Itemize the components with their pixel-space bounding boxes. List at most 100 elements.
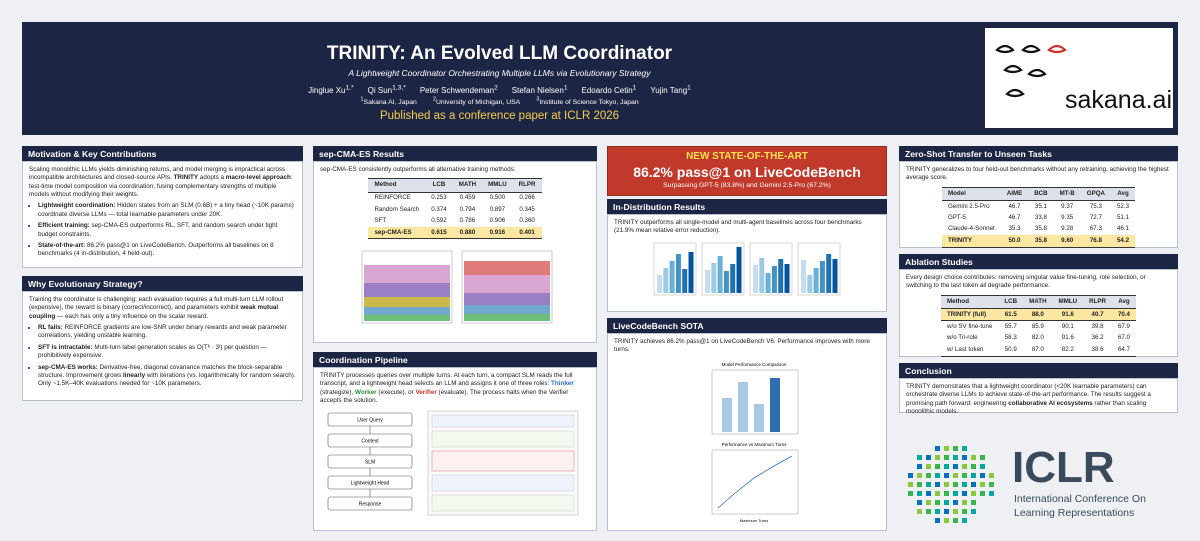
bar-graphic — [705, 269, 710, 293]
emphasis: Worker — [355, 388, 377, 396]
fish — [1021, 44, 1041, 54]
logo-dot — [935, 446, 940, 451]
flow-node-label: User Query — [357, 418, 383, 424]
logo-dot — [944, 446, 949, 451]
author-name: Peter Schwendeman — [419, 85, 495, 95]
bullet: Lightweight coordination: Hidden states … — [38, 202, 296, 219]
bar-graphic — [657, 274, 662, 293]
table-row: REINFORCE 0.253 0.459 0.500 0.266 — [368, 192, 541, 204]
emphasis: Thinker — [551, 380, 574, 388]
table-cell: 0.345 — [519, 205, 535, 213]
logo-dot — [926, 509, 931, 514]
table-row: Claude-4-Sonnet 35.3 35.8 9.28 67.3 46.1 — [942, 224, 1135, 235]
table: Method LCB MATH MMLU RLPR REINFORCE 0.253 0.459… — [368, 178, 542, 240]
transcript-turn — [431, 495, 575, 512]
table-cell: 70.4 — [1111, 308, 1136, 322]
author-sup: 1,* — [345, 84, 354, 91]
logo-dot — [989, 482, 994, 487]
bar-graphic — [807, 274, 813, 293]
section-heading: Ablation Studies — [899, 254, 1178, 269]
bullet-lead: SFT is intractable: — [38, 343, 93, 351]
bullet: sep-CMA-ES works: Derivative-free, diago… — [38, 364, 296, 389]
text-run: (evaluate). The process halts when the V… — [320, 388, 569, 405]
iclr-logo: ICLR International Conference On Learnin… — [900, 440, 1178, 532]
column-header: MMLU — [1052, 294, 1084, 309]
logo-dot — [908, 491, 913, 496]
table-cell: 39.8 — [1091, 323, 1104, 330]
logo-dot — [944, 509, 949, 514]
affiliation-name: University of Michigan, USA — [435, 98, 521, 106]
logo-dot — [917, 455, 922, 460]
table-header-row: Method LCB MATH MMLU RLPR — [368, 178, 542, 193]
table-cell: 35.8 — [1028, 235, 1054, 248]
section-heading: LiveCodeBench SOTA — [607, 318, 887, 333]
section-heading: Motivation & Key Contributions — [22, 146, 303, 161]
bullet-lead: Efficient training: — [38, 222, 90, 230]
table-cell: 76.8 — [1080, 235, 1111, 248]
table-cell: 54.2 — [1110, 235, 1136, 248]
bar-graphic — [711, 262, 717, 293]
table-cell: 0.374 — [431, 205, 447, 213]
paragraph: Scaling monolithic LLMs yields diminishi… — [29, 166, 296, 199]
logo-dot — [944, 473, 949, 478]
table-cell: Random Search — [374, 205, 420, 213]
bar-graphic — [736, 246, 742, 293]
column-header: LCB — [998, 294, 1024, 309]
sakana-logo: sakana.ai — [985, 28, 1173, 128]
table-cell: 88.0 — [1023, 308, 1053, 322]
bar-graphic — [832, 258, 838, 293]
bullet: Efficient training: sep-CMA-ES outperfor… — [38, 222, 296, 239]
column-header: GPQA — [1080, 186, 1111, 201]
logo-dot — [962, 491, 967, 496]
logo-dot — [962, 473, 967, 478]
text-run: rather than scaling monolithic models. — [906, 399, 1147, 416]
bar-graphic — [801, 259, 806, 293]
table-cell: 91.6 — [1052, 308, 1084, 322]
table-cell: 46.7 — [1008, 202, 1021, 210]
table-cell: REINFORCE — [374, 194, 411, 202]
text-run: REINFORCE gradients are low-SNR under bi… — [38, 324, 287, 340]
logo-dot — [935, 509, 940, 514]
text-run: adopts a — [198, 174, 226, 182]
section-body: TRINITY outperforms all single-model and… — [607, 214, 887, 312]
bar-graphic — [669, 260, 675, 293]
table-cell: 35.1 — [1034, 202, 1047, 210]
bar-graphic — [770, 377, 780, 432]
transcript-turn — [431, 451, 575, 472]
author: Qi Sun1,3,* — [368, 84, 406, 95]
transcript-turn — [431, 475, 575, 492]
logo-dot — [944, 482, 949, 487]
author-name: Jinglue Xu — [308, 85, 346, 95]
paragraph: TRINITY processes queries over multiple … — [320, 372, 590, 405]
table-cell: sep-CMA-ES — [368, 226, 426, 240]
table-cell: 0.592 — [431, 217, 447, 225]
logo-dot — [980, 491, 985, 496]
logo-dot — [935, 482, 940, 487]
bar-graphic — [688, 251, 694, 293]
bar-graphic — [722, 397, 732, 432]
logo-dot — [953, 518, 958, 523]
table-cell: TRINITY — [941, 235, 1001, 248]
bullet: RL fails: REINFORCE gradients are low-SN… — [38, 324, 296, 341]
section-body: TRINITY achieves 86.2% pass@1 on LiveCod… — [607, 333, 887, 531]
table-row: TRINITY 50.0 35.8 9.60 76.8 54.2 — [941, 235, 1136, 248]
table: Model AIME BCB MT-B GPQA Avg Gemini 2.5-Pro 46.… — [941, 186, 1136, 248]
author-name: Stefan Nielsen — [511, 85, 564, 95]
section-heading: Conclusion — [899, 363, 1178, 378]
logo-dot — [917, 473, 922, 478]
column-header: LCB — [425, 178, 453, 193]
text-run: Scaling monolithic LLMs yields diminishi… — [29, 166, 286, 182]
logo-dot — [971, 491, 976, 496]
bar-graphic — [717, 255, 723, 293]
bar-graphic — [675, 253, 681, 293]
logo-dot — [953, 500, 958, 505]
table-cell: 35.8 — [1034, 225, 1047, 233]
logo-dot — [935, 473, 940, 478]
bar-graphic — [682, 268, 688, 293]
logo-dot — [989, 491, 994, 496]
axis-label: Maximum Turns — [740, 518, 768, 523]
table-cell: 67.3 — [1089, 225, 1102, 233]
bar-graphic — [784, 263, 790, 293]
table-row: Random Search 0.374 0.794 0.897 0.345 — [368, 204, 541, 215]
